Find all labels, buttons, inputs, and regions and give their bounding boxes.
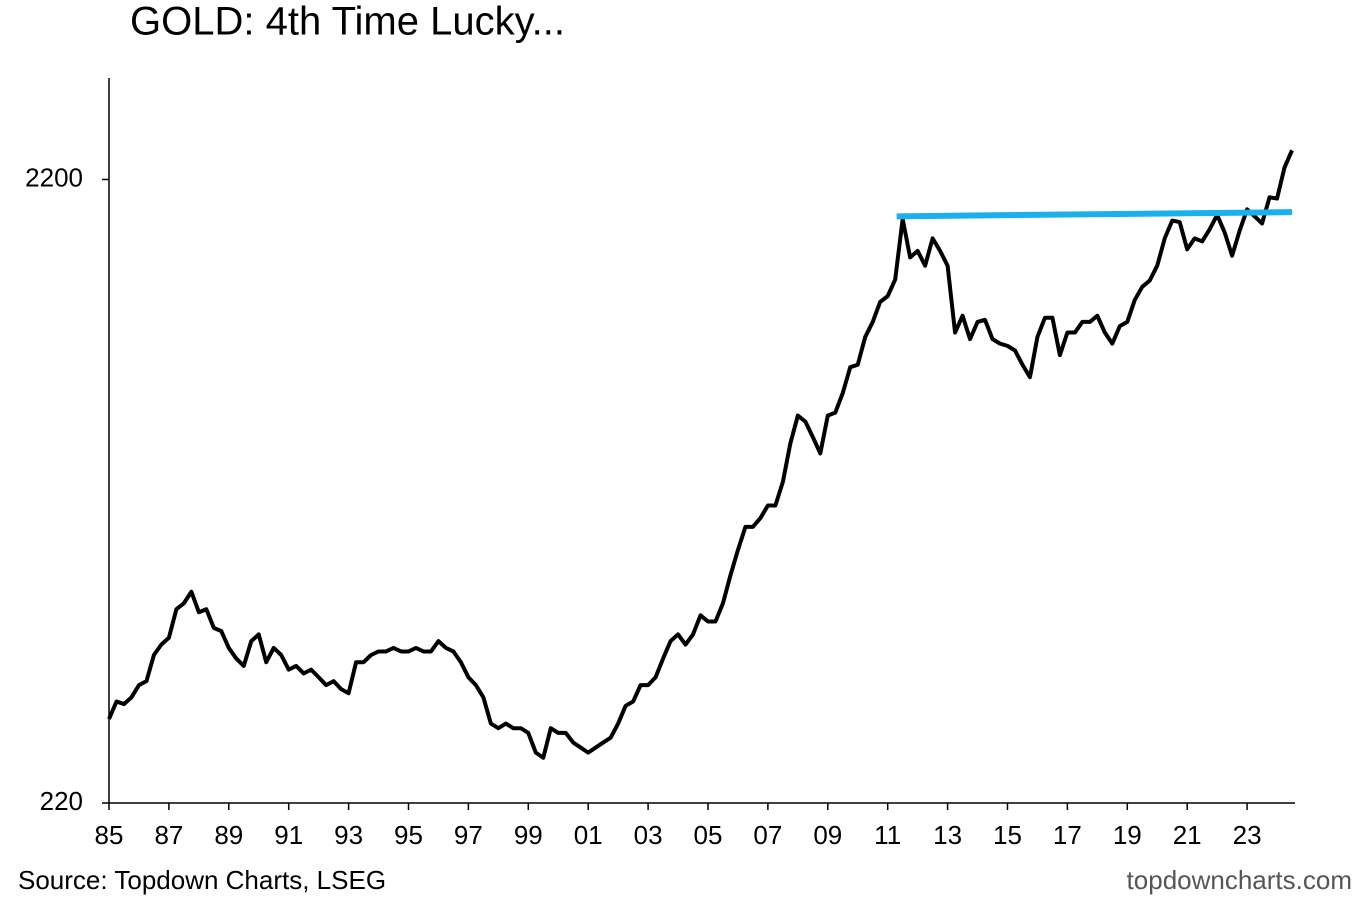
x-tick-label: 11 [874, 820, 901, 850]
series-line [107, 149, 1294, 760]
x-tick-label: 15 [993, 820, 1022, 850]
x-tick-label: 87 [154, 820, 183, 850]
x-tick-label: 05 [694, 820, 723, 850]
x-tick-label: 99 [514, 820, 543, 850]
watermark: topdowncharts.com [1127, 865, 1352, 895]
x-tick-label: 07 [753, 820, 782, 850]
x-tick-label: 17 [1053, 820, 1082, 850]
x-tick-label: 09 [813, 820, 842, 850]
x-tick-label: 13 [933, 820, 962, 850]
y-tick-label: 2200 [25, 162, 83, 192]
x-tick-label: 97 [454, 820, 483, 850]
x-tick-label: 93 [334, 820, 363, 850]
x-tick-label: 95 [394, 820, 423, 850]
x-tick-label: 23 [1233, 820, 1262, 850]
chart-title: GOLD: 4th Time Lucky... [130, 0, 565, 44]
source-note: Source: Topdown Charts, LSEG [18, 865, 386, 895]
x-tick-label: 03 [634, 820, 663, 850]
x-tick-label: 91 [274, 820, 303, 850]
x-tick-label: 21 [1173, 820, 1202, 850]
y-tick-label: 220 [40, 786, 83, 816]
x-tick-label: 89 [214, 820, 243, 850]
x-tick-label: 19 [1113, 820, 1142, 850]
x-tick-label: 85 [95, 820, 124, 850]
series-line [896, 209, 1293, 220]
x-tick-label: 01 [574, 820, 603, 850]
